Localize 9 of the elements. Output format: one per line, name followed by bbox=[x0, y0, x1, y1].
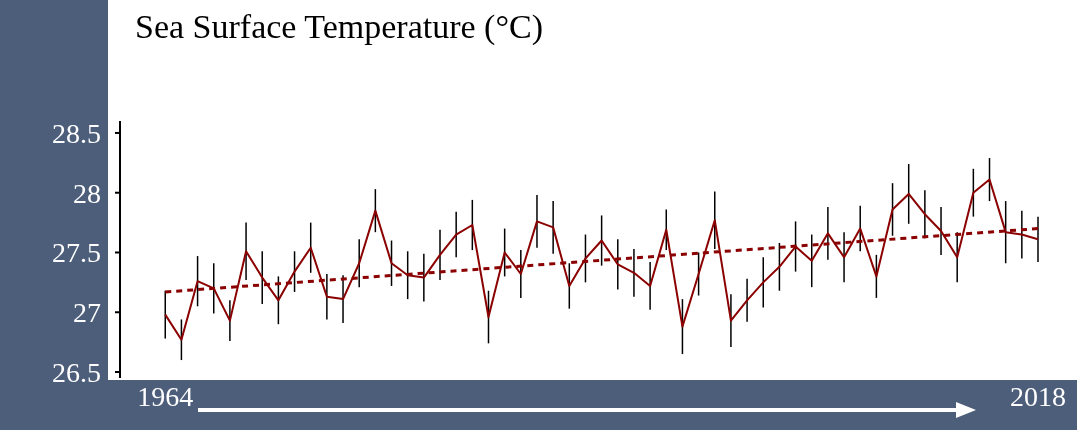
line-series bbox=[164, 178, 1038, 341]
y-tick-label: 27.5 bbox=[52, 237, 101, 269]
y-tick-label: 28.5 bbox=[52, 117, 101, 149]
x-tick-label: 2018 bbox=[1010, 380, 1066, 412]
y-tick-label: 28 bbox=[73, 177, 101, 209]
chart-title: Sea Surface Temperature (°C) bbox=[135, 8, 544, 46]
y-tick-label: 27 bbox=[73, 297, 101, 329]
x-tick-label: 1964 bbox=[137, 380, 194, 412]
y-tick-label: 26.5 bbox=[52, 356, 101, 388]
